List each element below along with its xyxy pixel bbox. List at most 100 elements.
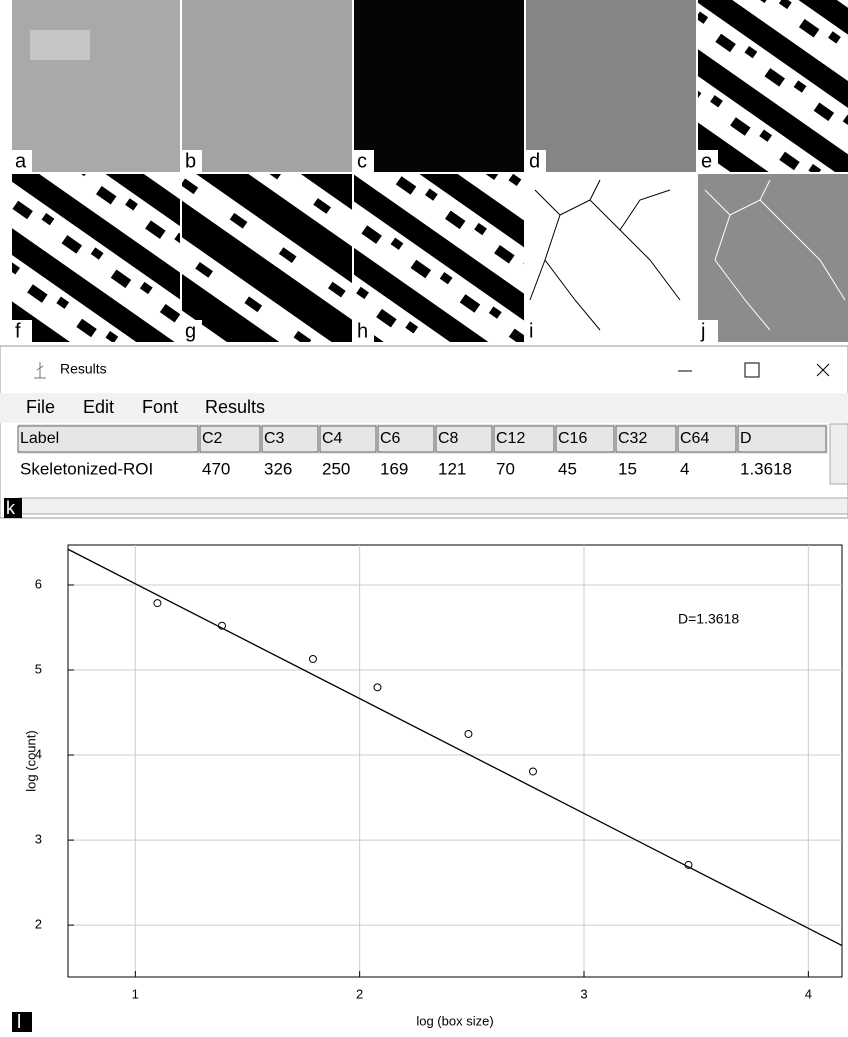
- annotation: D=1.3618: [678, 611, 739, 627]
- image-f: [12, 174, 180, 342]
- header-text: Label: [20, 430, 59, 447]
- panel-label: i: [529, 320, 533, 342]
- menu-item[interactable]: Font: [142, 397, 178, 417]
- cell-text: 250: [322, 459, 350, 478]
- skeleton: [529, 179, 681, 331]
- plot-frame: [67, 544, 843, 978]
- header-cell: [493, 425, 555, 453]
- point: [217, 621, 226, 630]
- cell-text: 45: [558, 459, 577, 478]
- cell-text: Skeletonized-ROI: [20, 459, 153, 478]
- panel-label: k: [6, 498, 16, 518]
- header-text: D: [740, 430, 752, 447]
- image-g: [182, 174, 352, 342]
- y-tick-label: 6: [35, 576, 42, 591]
- h-scrollbar[interactable]: [17, 497, 848, 515]
- panel-label-bg: [698, 150, 718, 172]
- panel-label: a: [15, 150, 27, 172]
- header-text: C4: [322, 430, 343, 447]
- close-button[interactable]: [816, 363, 830, 377]
- cell-text: 15: [618, 459, 637, 478]
- panel-label-bg: [12, 1012, 32, 1032]
- panel-label-bg: [12, 320, 32, 342]
- x-tick-label: 1: [132, 986, 139, 1001]
- header-cell: [199, 425, 261, 453]
- fit-line: [67, 548, 843, 947]
- header-cell: [377, 425, 435, 453]
- panel-label: j: [700, 320, 705, 342]
- x-tick-label: 3: [580, 986, 587, 1001]
- panel-label-bg: [4, 498, 22, 518]
- header-cell: [319, 425, 377, 453]
- panel-label-bg: [12, 150, 32, 172]
- panel-label-bg: [182, 320, 202, 342]
- image-j: [698, 174, 848, 342]
- cell-text: 169: [380, 459, 408, 478]
- header-text: C6: [380, 430, 401, 447]
- header-cell: [737, 425, 827, 453]
- cell-text: 70: [496, 459, 515, 478]
- header-cell: [555, 425, 615, 453]
- y-axis-label: log (count): [23, 730, 38, 791]
- image-a: [12, 0, 180, 172]
- image-a-blob: [30, 30, 90, 60]
- menu-item[interactable]: Results: [205, 397, 265, 417]
- image-h: [354, 174, 524, 342]
- header-text: C3: [264, 430, 285, 447]
- menu-bar: [0, 393, 848, 423]
- header-cell: [677, 425, 737, 453]
- panel-label-bg: [354, 150, 374, 172]
- panel-label-bg: [182, 150, 202, 172]
- image-c: [354, 0, 524, 172]
- cell-text: 121: [438, 459, 466, 478]
- panel-label: e: [701, 150, 712, 172]
- panel-label: l: [17, 1012, 21, 1032]
- header-text: C2: [202, 430, 223, 447]
- y-tick-label: 3: [35, 832, 42, 847]
- header-text: C64: [680, 430, 709, 447]
- panel-label: f: [15, 320, 21, 342]
- panel-label-bg: [526, 320, 546, 342]
- cell-text: 4: [680, 459, 689, 478]
- table-header: [18, 424, 828, 454]
- header-text: C32: [618, 430, 647, 447]
- image-d: [526, 0, 696, 172]
- app-icon: [34, 362, 46, 379]
- image-e: [698, 0, 848, 172]
- panel-label: h: [357, 320, 368, 342]
- point: [464, 729, 473, 738]
- image-panels: [12, 0, 848, 342]
- header-text: C12: [496, 430, 525, 447]
- panel-label: g: [185, 320, 196, 342]
- x-tick-label: 2: [356, 986, 363, 1001]
- x-axis-label: log (box size): [416, 1013, 493, 1028]
- point: [528, 767, 537, 776]
- header-cell: [17, 425, 199, 453]
- y-tick-label: 2: [35, 917, 42, 932]
- header-text: C8: [438, 430, 459, 447]
- panel-label-bg: [698, 320, 718, 342]
- panel-label: c: [357, 150, 367, 172]
- point: [684, 860, 693, 869]
- point: [153, 599, 162, 608]
- menu-item[interactable]: Edit: [83, 397, 114, 417]
- cell-text: 1.3618: [740, 459, 792, 478]
- header-text: C16: [558, 430, 587, 447]
- panel-label: d: [529, 150, 540, 172]
- skeleton-overlay: [704, 179, 846, 331]
- cell-text: 326: [264, 459, 292, 478]
- y-tick-label: 4: [35, 746, 42, 761]
- image-b: [182, 0, 352, 172]
- point: [308, 654, 317, 663]
- window-title: Results: [60, 361, 107, 377]
- header-cell: [261, 425, 319, 453]
- header-cell: [435, 425, 493, 453]
- y-tick-label: 5: [35, 661, 42, 676]
- menu-item[interactable]: File: [26, 397, 55, 417]
- header-cell: [615, 425, 677, 453]
- panel-label: b: [185, 150, 196, 172]
- v-scrollbar[interactable]: [829, 423, 848, 485]
- maximize-button[interactable]: [744, 362, 760, 378]
- x-tick-label: 4: [805, 986, 812, 1001]
